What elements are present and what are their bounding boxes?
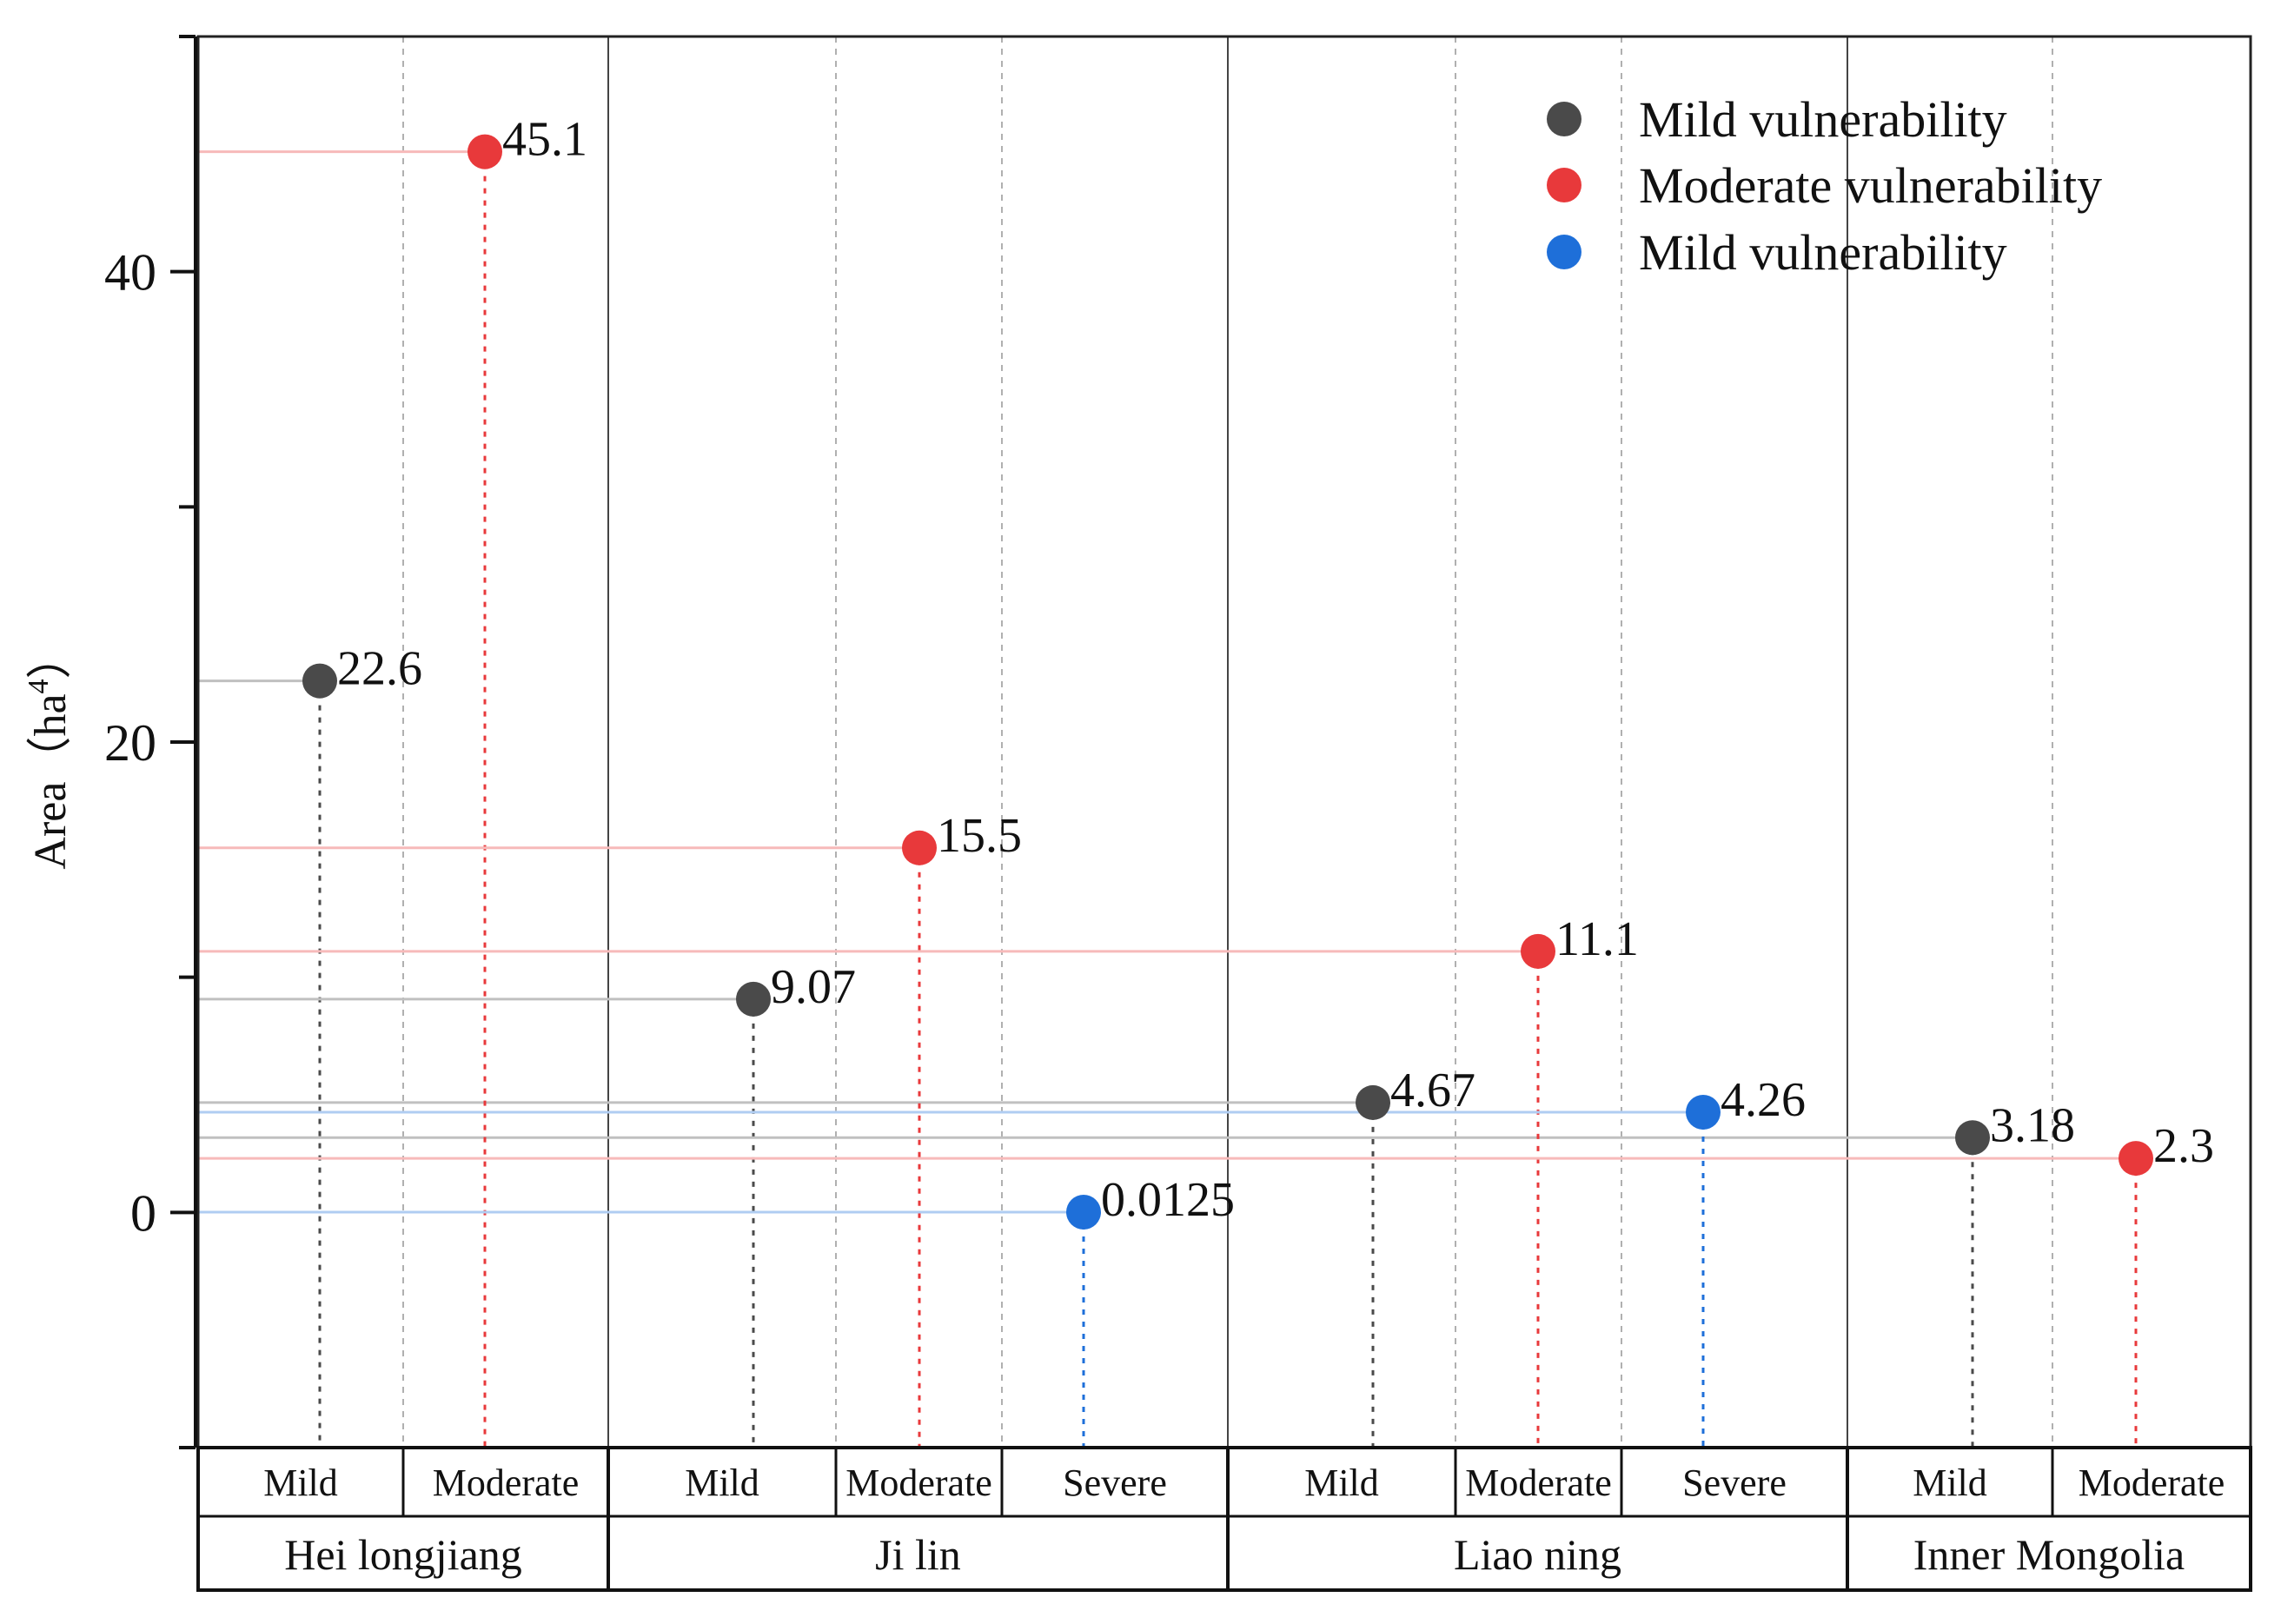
group-label: Hei longjiang	[284, 1530, 522, 1579]
category-label: Moderate	[2079, 1462, 2225, 1504]
category-label: Moderate	[845, 1462, 992, 1504]
data-point-severe	[1066, 1194, 1101, 1230]
y-axis-title-superscript: 4	[23, 679, 55, 693]
data-point-mild	[302, 663, 337, 699]
category-label: Mild	[1913, 1462, 1987, 1504]
data-point-severe	[1686, 1095, 1721, 1130]
data-point-moderate	[467, 134, 502, 169]
y-tick-label: 0	[130, 1184, 156, 1242]
y-tick-label: 40	[104, 244, 156, 302]
data-label: 11.1	[1555, 912, 1639, 966]
data-label: 22.6	[337, 642, 422, 696]
legend-marker-moderate	[1547, 168, 1581, 202]
category-label: Moderate	[1465, 1462, 1612, 1504]
category-label: Mild	[1304, 1462, 1379, 1504]
data-label: 4.67	[1390, 1064, 1475, 1117]
data-point-moderate	[2119, 1141, 2153, 1177]
data-label: 15.5	[937, 809, 1022, 863]
data-point-mild	[736, 981, 771, 1017]
y-axis-title-close: ）	[26, 633, 76, 679]
legend-label: Moderate vulnerability	[1639, 157, 2102, 214]
group-label: Ji lin	[875, 1530, 961, 1579]
category-table-frame	[196, 1446, 2252, 1592]
y-tick-label: 20	[104, 714, 156, 772]
data-label: 45.1	[502, 113, 587, 167]
legend-label: Mild vulnerability	[1639, 224, 2007, 281]
data-label: 2.3	[2153, 1119, 2214, 1173]
data-point-moderate	[902, 830, 937, 865]
data-label: 0.0125	[1101, 1173, 1235, 1227]
legend-marker-severe	[1547, 235, 1581, 269]
category-label: Severe	[1063, 1462, 1167, 1504]
category-label: Severe	[1682, 1462, 1787, 1504]
legend-marker-mild	[1547, 102, 1581, 136]
y-axis-title: Area（ha4）	[23, 633, 76, 869]
category-label: Mild	[263, 1462, 338, 1504]
data-point-mild	[1955, 1120, 1990, 1156]
data-point-moderate	[1521, 933, 1555, 969]
category-label: Moderate	[433, 1462, 580, 1504]
data-label: 9.07	[771, 960, 856, 1014]
y-axis-title-text: Area（ha	[26, 693, 76, 869]
group-label: Inner Mongolia	[1913, 1530, 2185, 1579]
group-label: Liao ning	[1454, 1530, 1621, 1579]
data-label: 3.18	[1990, 1098, 2075, 1152]
data-point-mild	[1356, 1084, 1390, 1120]
legend-label: Mild vulnerability	[1639, 91, 2007, 148]
category-label: Mild	[685, 1462, 759, 1504]
data-label: 4.26	[1721, 1073, 1806, 1127]
